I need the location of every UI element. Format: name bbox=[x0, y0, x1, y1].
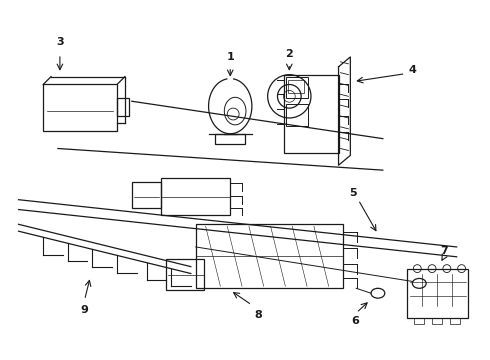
Bar bbox=[132, 182, 161, 208]
Text: 7: 7 bbox=[440, 246, 448, 256]
Text: 6: 6 bbox=[351, 316, 359, 326]
Bar bbox=[408, 269, 468, 318]
Bar bbox=[286, 77, 308, 98]
Bar bbox=[432, 318, 442, 324]
Text: 9: 9 bbox=[80, 305, 89, 315]
Bar bbox=[216, 134, 245, 144]
Text: 1: 1 bbox=[226, 52, 234, 62]
Bar bbox=[43, 85, 117, 131]
Text: 3: 3 bbox=[56, 37, 64, 47]
Bar bbox=[166, 259, 204, 290]
Text: 2: 2 bbox=[286, 49, 293, 59]
Bar bbox=[196, 224, 343, 288]
Text: 5: 5 bbox=[349, 188, 357, 198]
Text: 8: 8 bbox=[254, 310, 262, 320]
Bar bbox=[288, 80, 304, 93]
Bar bbox=[117, 98, 129, 116]
Bar bbox=[415, 318, 424, 324]
Bar bbox=[284, 75, 339, 153]
Bar bbox=[286, 104, 308, 126]
Bar bbox=[450, 318, 460, 324]
Bar bbox=[161, 178, 230, 215]
Text: 4: 4 bbox=[409, 65, 416, 75]
